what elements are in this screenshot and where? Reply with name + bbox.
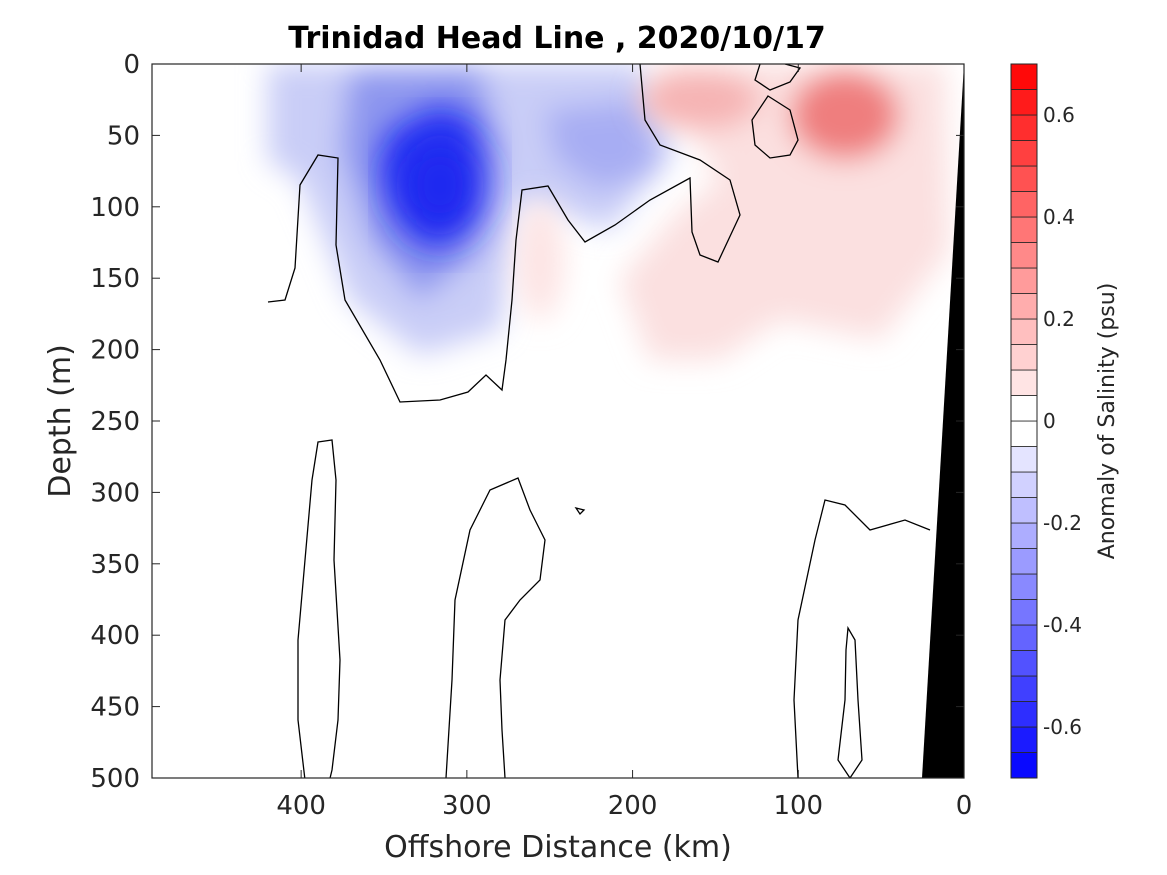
colorbar-level-band <box>1010 497 1038 524</box>
colorbar-tick-label: 0.6 <box>1043 103 1075 127</box>
x-axis-label: Offshore Distance (km) <box>384 830 732 865</box>
colorbar-frame <box>1010 63 1038 779</box>
x-tick-label: 100 <box>773 791 823 821</box>
colorbar-level-band <box>1010 726 1038 753</box>
fresh-anomaly-east <box>545 100 660 190</box>
salty-anomaly-core <box>790 70 900 160</box>
colorbar-level-band <box>1010 114 1038 141</box>
colorbar-level-band <box>1010 650 1038 677</box>
colorbar-level-band <box>1010 675 1038 702</box>
colorbar-level-band <box>1010 191 1038 218</box>
colorbar-level-band <box>1010 624 1038 651</box>
colorbar-level-band <box>1010 548 1038 575</box>
colorbar-level-band <box>1010 369 1038 396</box>
y-tick-label: 400 <box>90 621 140 651</box>
colorbar-level-band <box>1010 446 1038 473</box>
colorbar-level-band <box>1010 522 1038 549</box>
fresh-anomaly-deep <box>395 130 485 240</box>
colorbar-level-band <box>1010 89 1038 116</box>
y-tick-label: 100 <box>90 193 140 223</box>
colorbar-level-band <box>1010 165 1038 192</box>
zero-contour-deep-center <box>445 477 546 778</box>
y-tick-label: 150 <box>90 264 140 294</box>
x-tick-label: 400 <box>276 791 326 821</box>
colorbar-level-band <box>1010 701 1038 728</box>
chart-title: Trinidad Head Line , 2020/10/17 <box>288 21 825 56</box>
colorbar-level-band <box>1010 420 1038 447</box>
colorbar-level-band <box>1010 752 1038 779</box>
colorbar-level-band <box>1010 395 1038 422</box>
colorbar-level-band <box>1010 293 1038 320</box>
y-tick-label: 250 <box>90 407 140 437</box>
colorbar-level-band <box>1010 267 1038 294</box>
salty-anomaly-west <box>516 200 564 320</box>
y-tick-label: 300 <box>90 478 140 508</box>
y-tick-label: 0 <box>123 50 140 80</box>
zero-contour-spike <box>837 625 863 778</box>
zero-contour-main <box>267 64 741 403</box>
zero-contour-loop <box>751 95 799 159</box>
y-tick-label: 350 <box>90 550 140 580</box>
y-tick-label: 450 <box>90 693 140 723</box>
bathymetry-shelf <box>922 64 964 778</box>
x-tick-label: 0 <box>956 791 973 821</box>
colorbar-tick-label: -0.6 <box>1043 715 1082 739</box>
y-tick-label: 500 <box>90 764 140 794</box>
colorbar-level-band <box>1010 599 1038 626</box>
colorbar-level-band <box>1010 573 1038 600</box>
y-tick-label: 200 <box>90 336 140 366</box>
colorbar-tick-label: 0.4 <box>1043 205 1075 229</box>
x-tick-label: 200 <box>608 791 658 821</box>
salty-anomaly-layer <box>516 64 950 360</box>
y-tick-label: 50 <box>107 121 140 151</box>
colorbar-level-band <box>1010 63 1038 90</box>
colorbar-tick-label: 0.2 <box>1043 307 1075 331</box>
colorbar-level-band <box>1010 318 1038 345</box>
colorbar-tick-label: -0.2 <box>1043 511 1082 535</box>
zero-contour-deep-east <box>793 499 931 778</box>
colorbar-tick-label: -0.4 <box>1043 613 1082 637</box>
colorbar-level-band <box>1010 216 1038 243</box>
colorbar-level-band <box>1010 140 1038 167</box>
fresh-core-center <box>395 130 485 240</box>
y-axis-label: Depth (m) <box>43 344 78 498</box>
zero-contour-loop-top <box>754 64 802 91</box>
colorbar-level-band <box>1010 344 1038 371</box>
colorbar-label: Anomaly of Salinity (psu) <box>1095 283 1120 560</box>
colorbar-tick-label: 0 <box>1043 409 1056 433</box>
colorbar-level-band <box>1010 471 1038 498</box>
colorbar-ticks: -0.6 -0.4 -0.2 0 0.2 0.4 0.6 <box>1043 103 1082 739</box>
salty-anomaly-north <box>640 70 760 130</box>
zero-contour-deep-west <box>297 439 341 778</box>
y-axis-ticks: 0 50 100 150 200 250 300 350 400 450 500 <box>90 50 964 794</box>
colorbar <box>1010 63 1038 779</box>
x-axis-ticks: 400 300 200 100 0 <box>276 64 972 821</box>
zero-contours <box>267 64 931 778</box>
plot-area <box>152 64 964 778</box>
anomaly-field <box>268 64 950 360</box>
colorbar-level-band <box>1010 242 1038 269</box>
zero-contour-small-2 <box>574 506 586 516</box>
x-tick-label: 300 <box>442 791 492 821</box>
